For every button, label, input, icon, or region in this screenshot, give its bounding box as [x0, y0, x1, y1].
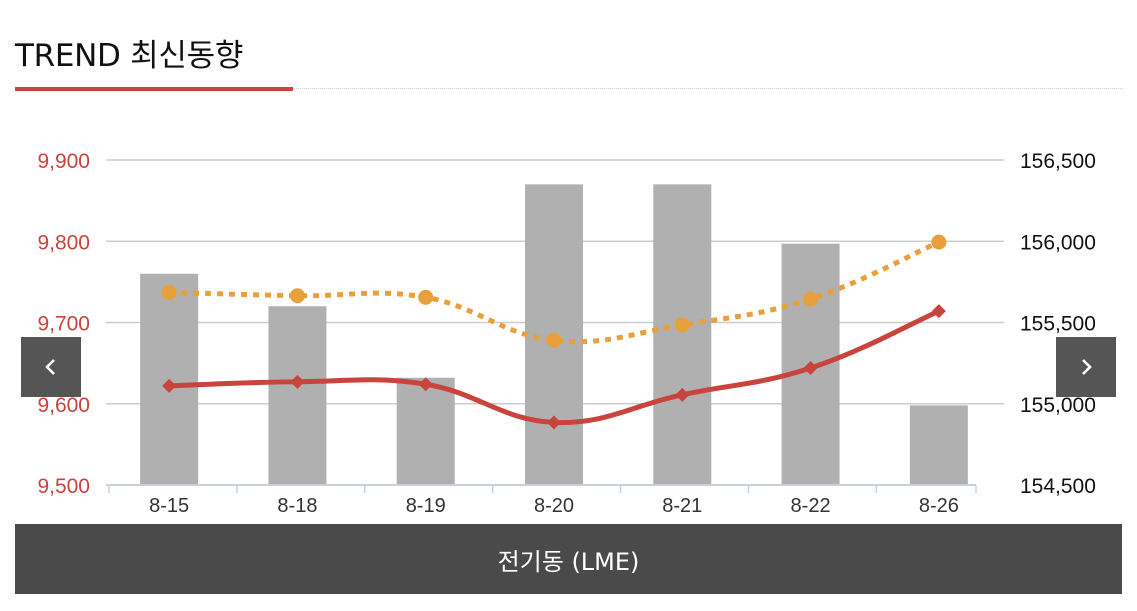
footer-bar: 전기동 (LME)	[15, 524, 1122, 594]
solid-series-point	[803, 361, 818, 375]
chevron-right-icon	[1082, 359, 1092, 375]
left-axis-tick-label: 9,800	[37, 231, 90, 254]
footer-label: 전기동 (LME)	[497, 547, 640, 576]
solid-series-point	[675, 387, 690, 402]
dotted-series-point	[418, 289, 434, 305]
x-axis-tick-label: 8-26	[919, 495, 959, 517]
x-axis-tick-label: 8-15	[149, 495, 189, 517]
bar	[653, 184, 712, 485]
dotted-series-point	[803, 291, 819, 307]
right-axis-tick-label: 155,500	[1020, 313, 1096, 336]
right-axis-tick-label: 154,500	[1020, 475, 1096, 498]
right-axis-tick-label: 156,000	[1020, 231, 1096, 254]
page-title: TREND 최신동향	[15, 38, 244, 74]
left-axis-tick-label: 9,600	[37, 394, 90, 417]
header: TREND 최신동향	[15, 30, 243, 75]
solid-series-point	[162, 378, 177, 393]
solid-series-point	[290, 374, 305, 389]
x-axis-tick-label: 8-21	[662, 495, 702, 517]
chevron-left-icon	[45, 359, 55, 375]
solid-series-point	[547, 415, 561, 430]
x-axis-tick-label: 8-20	[534, 495, 574, 517]
next-button[interactable]	[1056, 337, 1116, 397]
dotted-series-point	[289, 288, 305, 304]
left-axis-tick-label: 9,700	[37, 313, 90, 336]
dotted-series-point	[674, 317, 690, 333]
left-axis-tick-label: 9,500	[37, 475, 90, 498]
right-axis-tick-label: 156,500	[1020, 150, 1096, 173]
x-axis-tick-label: 8-22	[791, 495, 831, 517]
left-axis-tick-label: 9,900	[37, 150, 90, 173]
solid-series-point	[418, 377, 433, 392]
dotted-series-point	[161, 284, 177, 300]
title-underline	[15, 87, 293, 91]
bar	[396, 377, 455, 485]
dotted-series-point	[931, 234, 947, 250]
bar	[909, 405, 968, 485]
prev-button[interactable]	[21, 337, 81, 397]
solid-series-point	[931, 304, 946, 319]
dotted-series-point	[546, 332, 562, 348]
x-axis-tick-label: 8-19	[406, 495, 446, 517]
x-axis-tick-label: 8-18	[277, 495, 317, 517]
title-divider	[293, 88, 1123, 89]
right-axis-tick-label: 155,000	[1020, 394, 1096, 417]
bar	[268, 306, 327, 485]
